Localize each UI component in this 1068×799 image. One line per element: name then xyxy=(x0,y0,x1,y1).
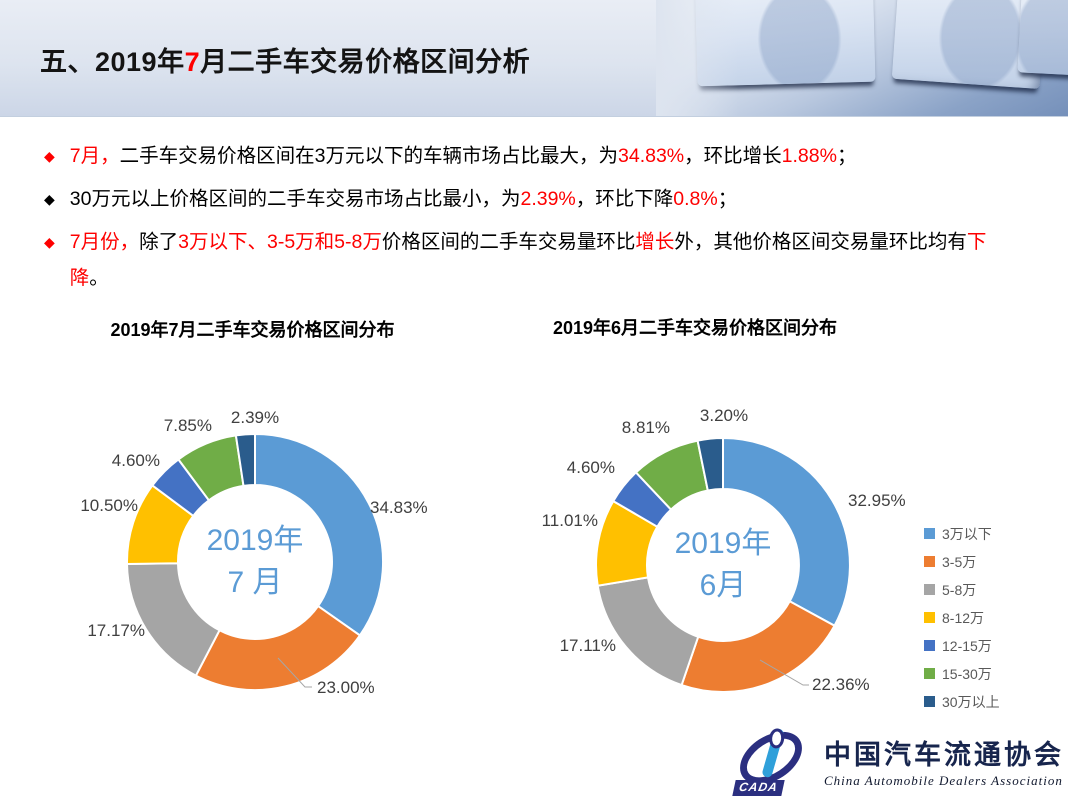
cada-emblem-icon: CADA xyxy=(730,721,814,796)
header-decorative-image xyxy=(656,0,1068,116)
bullet-text: 7月份，除了3万以下、3-5万和5-8万价格区间的二手车交易量环比增长外，其他价… xyxy=(69,231,987,289)
chart-legend: 3万以下 3-5万 5-8万 8-12万 12-15万 15-30万 30万以上 xyxy=(924,524,1000,720)
cube-graphic xyxy=(891,0,1049,90)
bullet-item: ◆ 7月，二手车交易价格区间在3万元以下的车辆市场占比最大，为34.83%，环比增… xyxy=(44,138,1010,174)
donut-slice-5-8万 xyxy=(125,562,221,677)
data-label: 7.85% xyxy=(164,416,212,435)
cube-graphic xyxy=(694,0,876,87)
legend-swatch-icon xyxy=(924,584,935,595)
data-label: 11.01% xyxy=(542,511,598,530)
logo-text: 中国汽车流通协会 China Automobile Dealers Associ… xyxy=(824,733,1064,789)
donut-chart-june: 32.95% 22.36% 17.11% 11.01% 4.60% 8.81% 3.20% 2… xyxy=(542,406,906,694)
legend-item: 3-5万 xyxy=(924,552,1000,571)
bullet-item: ◆ 7月份，除了3万以下、3-5万和5-8万价格区间的二手车交易量环比增长外，其他… xyxy=(44,224,1010,296)
legend-label: 3-5万 xyxy=(942,553,977,570)
legend-swatch-icon xyxy=(924,640,935,651)
data-label: 22.36% xyxy=(812,675,870,694)
chart-title-july: 2019年7月二手车交易价格区间分布 xyxy=(110,320,395,340)
legend-item: 5-8万 xyxy=(924,580,1000,599)
logo-name-chinese: 中国汽车流通协会 xyxy=(824,740,1064,770)
legend-item: 8-12万 xyxy=(924,608,1000,627)
data-label: 17.17% xyxy=(87,621,145,640)
donut-slice-3万以下 xyxy=(722,436,851,628)
data-label: 8.81% xyxy=(622,418,670,437)
legend-label: 5-8万 xyxy=(942,581,977,598)
donut-slice-3万以下 xyxy=(254,432,384,637)
data-label: 17.11% xyxy=(560,636,616,655)
diamond-bullet-icon: ◆ xyxy=(44,191,55,207)
diamond-bullet-icon: ◆ xyxy=(44,148,55,164)
bullet-list: ◆ 7月，二手车交易价格区间在3万元以下的车辆市场占比最大，为34.83%，环比增… xyxy=(44,138,1010,303)
legend-swatch-icon xyxy=(924,612,935,623)
donut-chart-july: 34.83% 23.00% 17.17% 10.50% 4.60%7.85% 2.39% 2… xyxy=(80,408,428,697)
logo-name-english: China Automobile Dealers Association xyxy=(824,773,1063,788)
bullet-item: ◆ 30万元以上价格区间的二手车交易市场占比最小，为2.39%，环比下降0.8%； xyxy=(44,181,1010,217)
cada-acronym: CADA xyxy=(732,780,785,796)
data-label: 3.20% xyxy=(700,406,748,425)
title-segment: 7 xyxy=(184,47,201,77)
chart-title-june: 2019年6月二手车交易价格区间分布 xyxy=(552,318,838,338)
diamond-bullet-icon: ◆ xyxy=(44,234,55,250)
donut-center-label: 6月 xyxy=(700,569,747,602)
donut-center-label: 2019年 xyxy=(675,527,772,560)
data-label: 4.60% xyxy=(567,458,615,477)
legend-swatch-icon xyxy=(924,556,935,567)
legend-label: 15-30万 xyxy=(942,665,992,682)
legend-swatch-icon xyxy=(924,696,935,707)
legend-item: 30万以上 xyxy=(924,692,1000,711)
title-segment: 五、2019年 xyxy=(40,47,185,77)
data-label: 4.60% xyxy=(112,451,160,470)
legend-label: 12-15万 xyxy=(942,637,992,654)
page-title: 五、2019年7月二手车交易价格区间分析 xyxy=(40,40,530,79)
legend-label: 30万以上 xyxy=(942,693,1000,710)
header-banner: 五、2019年7月二手车交易价格区间分析 xyxy=(0,0,1068,117)
legend-item: 12-15万 xyxy=(924,636,1000,655)
donut-slice-30万以上 xyxy=(234,432,256,488)
data-label: 10.50% xyxy=(80,496,138,515)
legend-item: 15-30万 xyxy=(924,664,1000,683)
bullet-text: 30万元以上价格区间的二手车交易市场占比最小，为2.39%，环比下降0.8%； xyxy=(69,188,738,210)
legend-label: 3万以下 xyxy=(942,525,992,542)
cada-logo: CADA 中国汽车流通协会 China Automobile Dealers A… xyxy=(730,721,1064,796)
label-leader-line xyxy=(277,657,312,688)
data-label: 32.95% xyxy=(848,491,906,510)
cube-graphic xyxy=(1017,0,1068,76)
legend-swatch-icon xyxy=(924,668,935,679)
donut-slice-5-8万 xyxy=(596,576,700,687)
data-label: 2.39% xyxy=(231,408,279,427)
label-leader-line xyxy=(759,659,809,686)
data-label: 34.83% xyxy=(370,498,428,517)
legend-item: 3万以下 xyxy=(924,524,1000,543)
legend-swatch-icon xyxy=(924,528,935,539)
legend-label: 8-12万 xyxy=(942,609,985,626)
donut-slice-30万以上 xyxy=(696,436,724,492)
bullet-text: 7月，二手车交易价格区间在3万元以下的车辆市场占比最大，为34.83%，环比增长… xyxy=(69,145,857,167)
donut-center-label: 2019年 xyxy=(207,524,304,557)
data-label: 23.00% xyxy=(317,678,375,697)
title-segment: 月二手车交易价格区间分析 xyxy=(200,47,531,77)
donut-center-label: 7 月 xyxy=(227,566,282,599)
